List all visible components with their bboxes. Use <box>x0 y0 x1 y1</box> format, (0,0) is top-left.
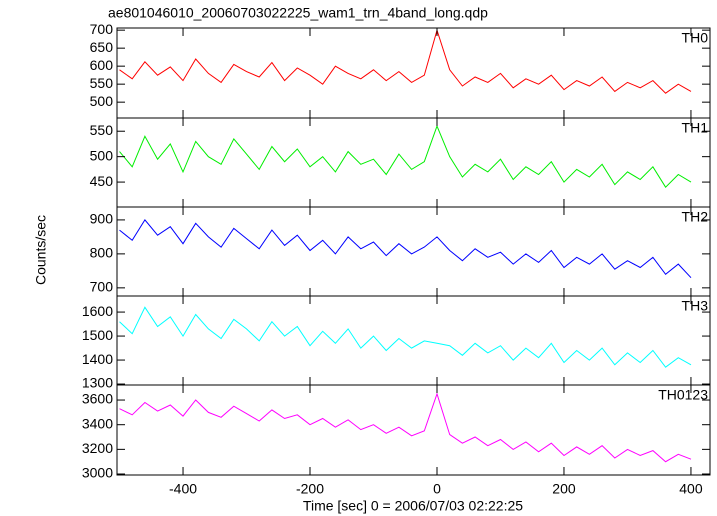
panel-label: TH3 <box>682 298 709 314</box>
panel-label: TH0 <box>682 30 709 46</box>
y-tick-label: 600 <box>90 57 114 73</box>
panel-label: TH0123 <box>658 387 708 403</box>
light-curve <box>119 392 692 463</box>
y-tick-label: 450 <box>90 173 114 189</box>
y-tick-label: 1400 <box>82 351 113 367</box>
y-tick-label: 1300 <box>82 375 113 391</box>
y-tick-label: 700 <box>90 279 114 295</box>
y-tick-label: 3200 <box>82 440 113 456</box>
y-tick-label: 900 <box>90 211 114 227</box>
light-curve <box>119 219 692 279</box>
light-curve <box>119 306 692 368</box>
y-tick-label: 1600 <box>82 303 113 319</box>
panel-label: TH2 <box>682 209 709 225</box>
panel-frame <box>116 206 711 297</box>
x-axis-label: Time [sec] 0 = 2006/07/03 02:22:25 <box>303 498 523 514</box>
y-axis-label: Counts/sec <box>33 215 49 285</box>
chart-title: ae801046010_20060703022225_wam1_trn_4ban… <box>108 5 488 21</box>
panel-frame <box>116 117 711 208</box>
y-tick-label: 3000 <box>82 465 113 481</box>
y-tick-label: 3600 <box>82 391 113 407</box>
y-tick-label: 550 <box>90 122 114 138</box>
x-tick-label: -400 <box>169 481 197 497</box>
y-tick-label: 550 <box>90 75 114 91</box>
light-curve <box>119 28 692 94</box>
x-tick-label: 200 <box>552 481 576 497</box>
x-tick-label: 0 <box>433 481 441 497</box>
light-curve <box>119 124 692 188</box>
y-tick-label: 650 <box>90 39 114 55</box>
panel-frame <box>116 27 711 119</box>
y-tick-label: 500 <box>90 147 114 163</box>
panel-frame <box>116 384 711 476</box>
x-tick-label: -200 <box>296 481 324 497</box>
y-tick-label: 700 <box>90 21 114 37</box>
y-tick-label: 3400 <box>82 415 113 431</box>
x-tick-label: 400 <box>679 481 703 497</box>
y-tick-label: 500 <box>90 93 114 109</box>
y-tick-label: 1500 <box>82 327 113 343</box>
panel-label: TH1 <box>682 120 709 136</box>
panel-frame <box>116 295 711 386</box>
y-tick-label: 800 <box>90 245 114 261</box>
